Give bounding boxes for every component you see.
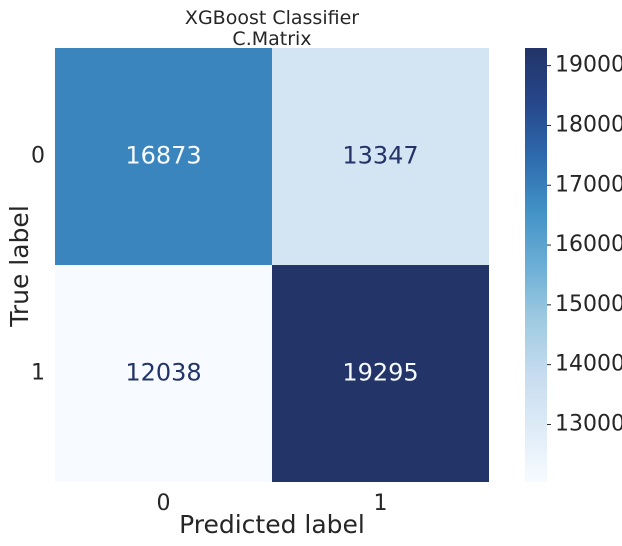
cell-value-1-0: 12038 [125, 359, 201, 387]
y-tick-label-0: 0 [31, 144, 45, 169]
matrix-cell-0-0 [55, 48, 272, 265]
colorbar-tick-label-19000: 19000 [555, 53, 622, 78]
colorbar-tick-label-14000: 14000 [555, 352, 622, 377]
chart-subtitle: C.Matrix [232, 28, 311, 50]
y-tick-label-1: 1 [31, 361, 45, 386]
cell-value-0-0: 16873 [125, 142, 201, 170]
colorbar-tick-label-16000: 16000 [555, 232, 622, 257]
y-tick-labels: 01 [31, 144, 45, 386]
matrix-cell-1-0 [55, 265, 272, 482]
y-axis-label: True label [5, 205, 34, 328]
colorbar-ticks: 13000 14000 15000 16000 17000 18000 19000 [547, 53, 622, 436]
matrix-cells: 16873 13347 12038 19295 [55, 48, 489, 482]
colorbar-tick-label-13000: 13000 [555, 411, 622, 436]
x-tick-label-1: 1 [374, 491, 388, 516]
cell-value-1-1: 19295 [342, 359, 418, 387]
colorbar: 13000 14000 15000 16000 17000 18000 19000 [525, 48, 622, 482]
chart-title: XGBoost Classifier [185, 7, 359, 29]
matrix-cell-1-1 [272, 265, 489, 482]
cell-value-0-1: 13347 [342, 142, 418, 170]
x-axis-label: Predicted label [179, 510, 365, 539]
colorbar-gradient [525, 48, 547, 482]
colorbar-tick-label-17000: 17000 [555, 172, 622, 197]
colorbar-tick-label-18000: 18000 [555, 112, 622, 137]
colorbar-tick-label-15000: 15000 [555, 292, 622, 317]
x-tick-label-0: 0 [157, 491, 171, 516]
matrix-cell-0-1 [272, 48, 489, 265]
